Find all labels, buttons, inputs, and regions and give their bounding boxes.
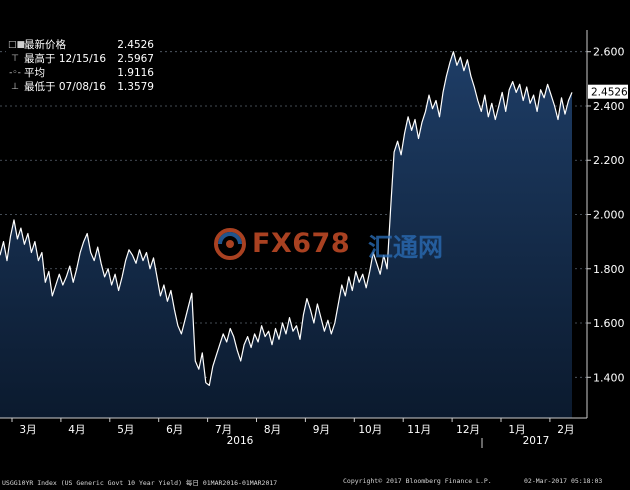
x-tick-label: 7月	[215, 424, 232, 436]
legend-label-low: 最低于 07/08/16	[24, 81, 106, 93]
legend-label-last: 最新价格	[24, 39, 66, 51]
legend-label-high: 最高于 12/15/16	[24, 53, 106, 65]
legend-row-high: ⊤ 最高于 12/15/16 2.5967	[6, 52, 158, 66]
x-tick-label: 12月	[456, 424, 480, 436]
x-tick-label: 1月	[508, 424, 525, 436]
y-tick-label: 1.600	[593, 317, 625, 330]
y-tick-label: 2.600	[593, 46, 625, 59]
last-value-label: 2.4526	[591, 87, 628, 99]
legend-value-last: 2.4526	[117, 39, 154, 51]
series-area	[0, 51, 573, 418]
legend-value-high: 2.5967	[117, 53, 154, 65]
footer-timestamp: 02-Mar-2017 05:18:03	[524, 477, 603, 485]
year-label: 2017	[523, 435, 550, 447]
x-tick-label: 10月	[358, 424, 382, 436]
y-tick-label: 2.400	[593, 100, 625, 113]
y-tick-label: 1.400	[593, 371, 625, 384]
legend-label-avg: 平均	[24, 67, 45, 79]
legend-row-last: □■ 最新价格 2.4526	[6, 38, 158, 52]
last-price-icon: □■	[8, 40, 26, 50]
y-tick-label: 2.200	[593, 154, 625, 167]
legend-value-avg: 1.9116	[117, 67, 154, 79]
footer-source: USGG10YR Index (US Generic Govt 10 Year …	[2, 479, 278, 487]
average-marker-icon: -◦-	[9, 68, 21, 78]
x-tick-label: 6月	[166, 424, 183, 436]
x-tick-label: 9月	[313, 424, 330, 436]
footer: USGG10YR Index (US Generic Govt 10 Year …	[0, 477, 630, 487]
legend-value-low: 1.3579	[117, 81, 154, 93]
low-marker-icon: ⊥	[11, 82, 19, 92]
footer-copyright: Copyright© 2017 Bloomberg Finance L.P.	[343, 477, 492, 485]
high-marker-icon: ⊤	[11, 54, 19, 64]
x-tick-label: 3月	[19, 424, 36, 436]
y-tick-label: 1.800	[593, 263, 625, 276]
x-tick-label: 2月	[557, 424, 574, 436]
legend-row-avg: -◦- 平均 1.9116	[6, 66, 158, 80]
axis-labels: 1.400 1.600 1.800 2.000 2.200 2.400 2.600 2.452…	[19, 46, 628, 447]
series-line	[0, 51, 573, 386]
x-tick-label: 4月	[68, 424, 85, 436]
axes	[0, 30, 591, 448]
x-tick-label: 5月	[117, 424, 134, 436]
x-tick-label: 8月	[264, 424, 281, 436]
legend-row-low: ⊥ 最低于 07/08/16 1.3579	[6, 80, 158, 94]
year-label: 2016	[227, 435, 254, 447]
y-tick-label: 2.000	[593, 209, 625, 222]
last-value-tag	[588, 84, 628, 99]
series-fill	[0, 51, 572, 418]
legend-box: □■ 最新价格 2.4526 ⊤ 最高于 12/15/16 2.5967 -◦-…	[6, 38, 158, 96]
x-tick-label: 11月	[407, 424, 431, 436]
